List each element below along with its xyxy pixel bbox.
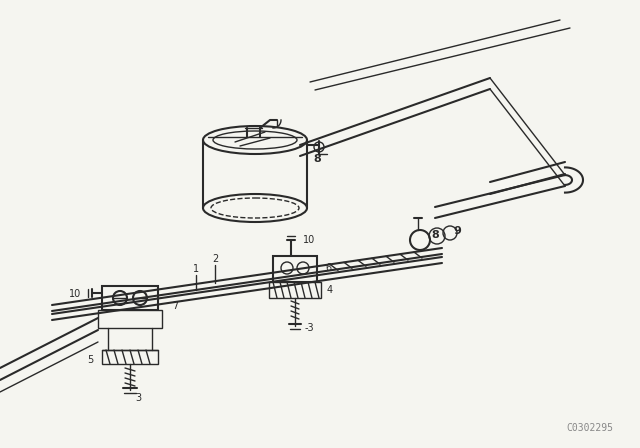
Bar	[273, 256, 317, 282]
Text: 7: 7	[172, 301, 179, 311]
Bar	[269, 282, 321, 298]
Text: 8: 8	[313, 154, 321, 164]
Text: -3: -3	[305, 323, 315, 333]
Text: 6: 6	[325, 263, 331, 273]
Bar	[98, 310, 162, 328]
Text: 9: 9	[453, 226, 461, 236]
Text: 2: 2	[212, 254, 218, 264]
Ellipse shape	[203, 126, 307, 154]
Bar	[102, 286, 158, 310]
Text: 8: 8	[431, 230, 439, 240]
Text: 1: 1	[193, 264, 199, 274]
Text: 10: 10	[69, 289, 81, 299]
Text: C0302295: C0302295	[566, 423, 614, 433]
Text: 4: 4	[327, 285, 333, 295]
Text: 10: 10	[303, 235, 316, 245]
Text: 5: 5	[87, 355, 93, 365]
Bar	[102, 350, 158, 364]
Text: 3: 3	[135, 393, 141, 403]
